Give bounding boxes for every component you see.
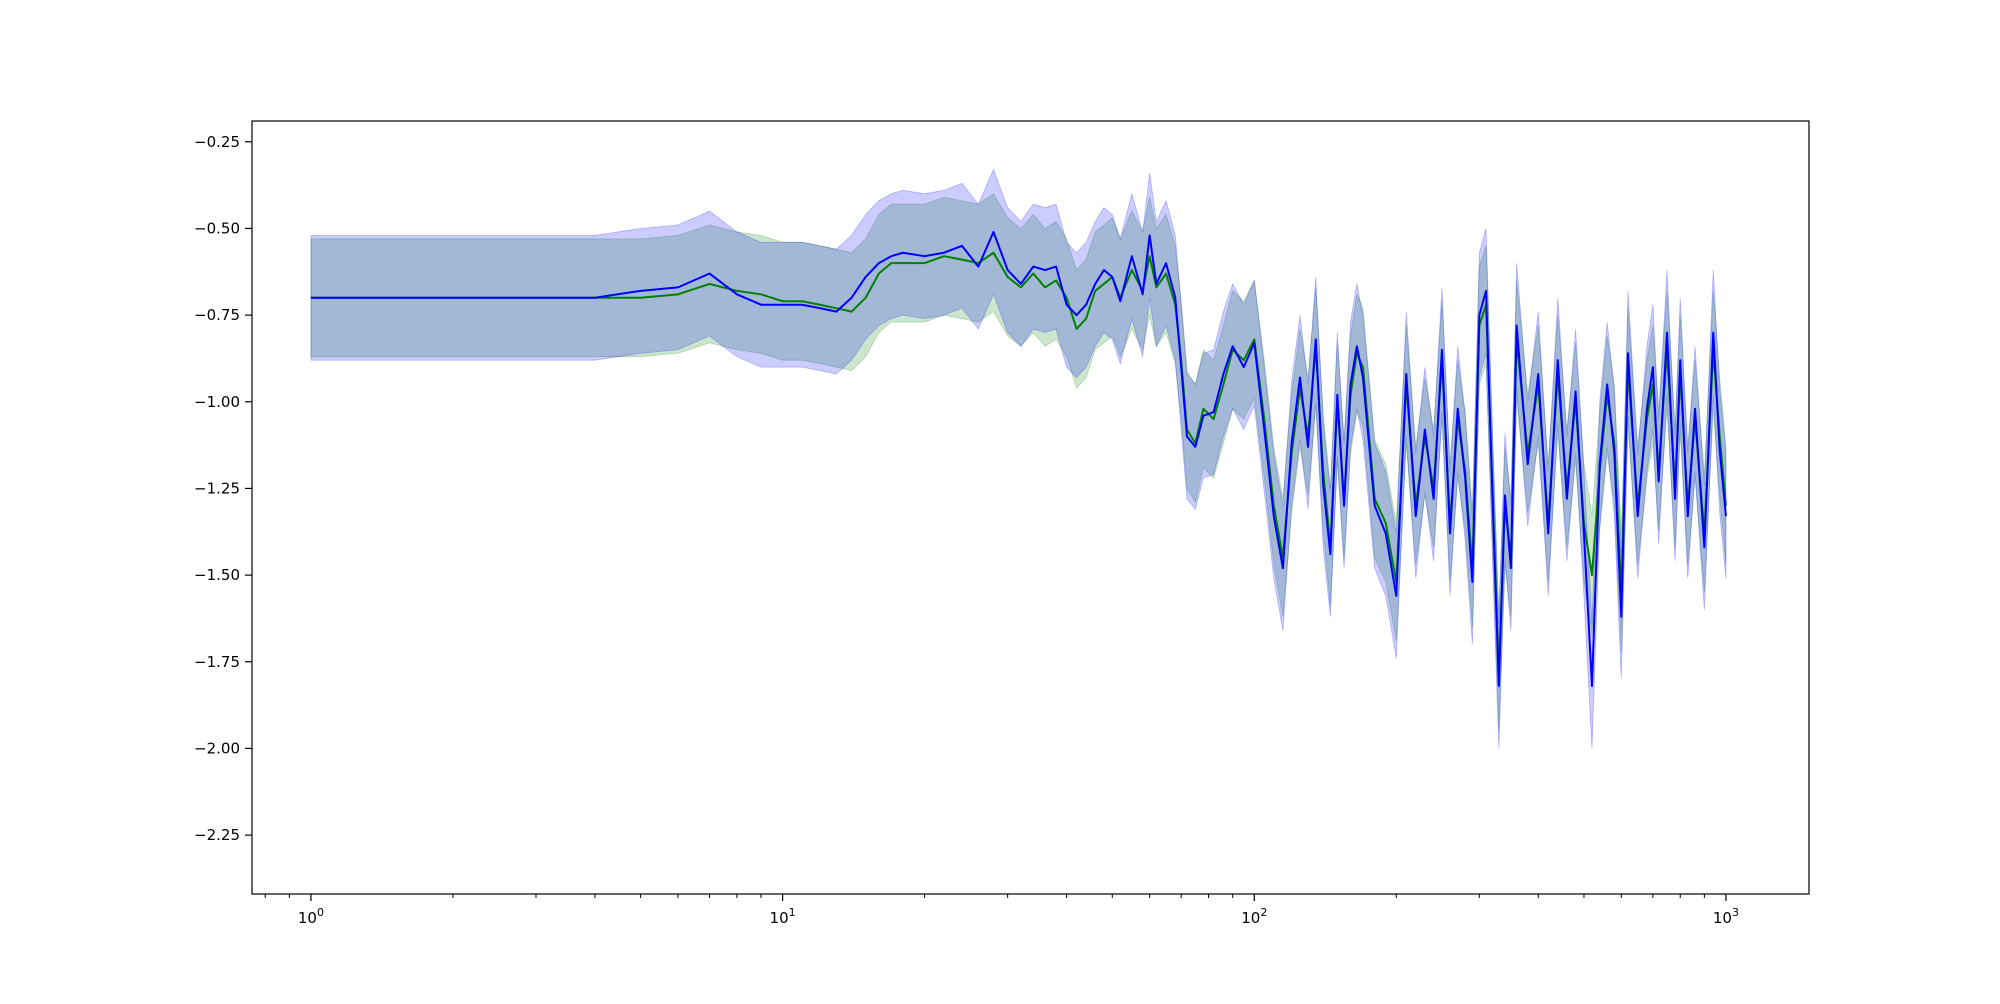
x-tick-label-1: 101 xyxy=(770,906,796,927)
x-tick-label-3: 103 xyxy=(1713,906,1739,927)
series-0-line xyxy=(310,251,1727,674)
y-tick-label-3: −1.00 xyxy=(194,393,240,411)
y-tick-label-1: −0.50 xyxy=(194,219,240,237)
y-tick-label-2: −0.75 xyxy=(194,306,240,324)
y-tick-label-8: −2.25 xyxy=(194,826,240,844)
series-1-line xyxy=(310,230,1727,688)
x-axis: 100 101 102 103 xyxy=(264,894,1739,927)
x-tick-label-2: 102 xyxy=(1241,906,1267,927)
y-axis: −0.25 −0.50 −0.75 −1.00 −1.25 −1.50 −1.75 −2.00… xyxy=(194,133,252,844)
x-tick-label-0: 100 xyxy=(298,906,324,927)
series-lines xyxy=(310,230,1727,688)
y-tick-label-0: −0.25 xyxy=(194,133,240,151)
series-1-band xyxy=(310,168,1727,749)
y-tick-label-5: −1.50 xyxy=(194,566,240,584)
series-0-band xyxy=(310,193,1727,732)
y-tick-label-6: −1.75 xyxy=(194,653,240,671)
y-tick-label-4: −1.25 xyxy=(194,479,240,497)
y-tick-label-7: −2.00 xyxy=(194,739,240,757)
confidence-bands xyxy=(310,168,1727,749)
plot-frame xyxy=(251,120,1810,895)
